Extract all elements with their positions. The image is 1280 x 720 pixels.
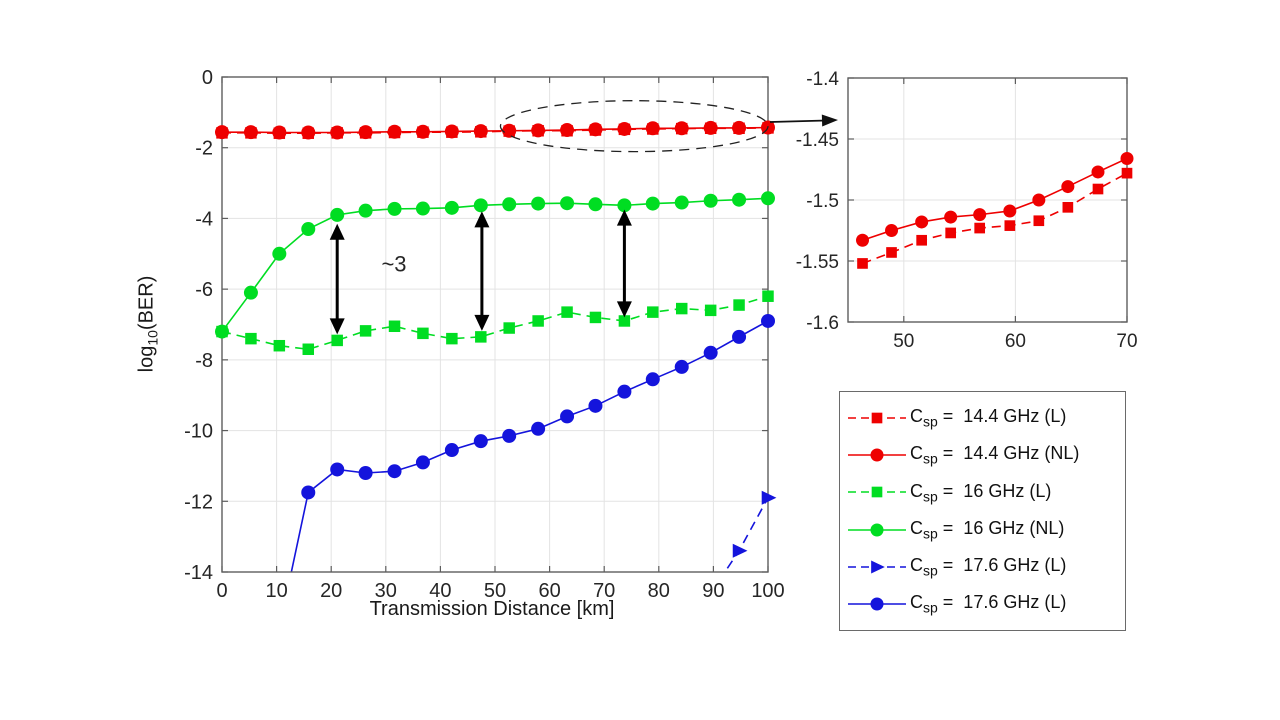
x-tick-label: 40 <box>429 580 451 602</box>
highlight-ellipse <box>499 100 769 153</box>
x-axis-label: Transmission Distance [km] <box>369 598 615 620</box>
series-lines <box>862 157 1127 265</box>
y-tick-label: -1.4 <box>806 69 839 90</box>
x-tick-label: 20 <box>320 580 342 602</box>
tick-labels: 0 10 20 30 40 50 60 70 80 90 100 0 -2 -4 -6 -8 -10 -12 -14 <box>184 67 785 602</box>
y-label-suffix: (BER) <box>135 275 158 331</box>
y-tick-label: -6 <box>195 279 213 301</box>
x-tick-label: 80 <box>648 580 670 602</box>
main-chart: 0 10 20 30 40 50 60 70 80 90 100 0 -2 -4 -6 -8 -10 -12 -14 <box>184 67 785 602</box>
x-tick-label: 90 <box>702 580 724 602</box>
legend-swatch-solid-circle-icon <box>848 597 906 611</box>
legend-label: Csp = 16 GHz (NL) <box>910 517 1065 542</box>
gridlines <box>848 78 1127 322</box>
tick-labels: 50 60 70 -1.4 -1.45 -1.5 -1.55 -1.6 <box>796 69 1138 352</box>
legend-entry-17.6-L-dashed: Csp = 17.6 GHz (L) <box>846 550 1119 584</box>
y-tick-label: -12 <box>184 491 213 513</box>
gridlines <box>222 77 768 572</box>
legend-label: Csp = 17.6 GHz (L) <box>910 592 1067 616</box>
x-tick-label: 70 <box>593 580 615 602</box>
x-tick-label: 50 <box>484 580 506 602</box>
legend-label: Csp = 14.4 GHz (NL) <box>910 443 1080 467</box>
x-tick-label: 10 <box>265 580 287 602</box>
y-tick-label: -2 <box>195 138 213 160</box>
y-tick-label: -4 <box>195 208 213 230</box>
legend-entry-14.4-L: Csp = 14.4 GHz (L) <box>846 401 1119 435</box>
legend-entry-17.6-L-solid: Csp = 17.6 GHz (L) <box>846 587 1119 621</box>
y-tick-label: -1.55 <box>796 252 839 273</box>
inset-chart: 50 60 70 -1.4 -1.45 -1.5 -1.55 -1.6 <box>796 69 1138 352</box>
legend-swatch-dashed-triangle-icon <box>848 560 906 574</box>
series-markers <box>215 120 777 558</box>
x-tick-label: 70 <box>1116 331 1137 352</box>
gap-value-label: ~3 <box>381 251 406 276</box>
x-tick-label: 100 <box>751 580 784 602</box>
legend-entry-14.4-NL: Csp = 14.4 GHz (NL) <box>846 438 1119 472</box>
y-tick-label: -1.6 <box>806 313 839 334</box>
y-label-sub: 10 <box>144 330 161 346</box>
y-label-base: log <box>135 345 158 373</box>
legend-label: Csp = 17.6 GHz (L) <box>910 554 1067 579</box>
x-tick-label: 50 <box>893 331 914 352</box>
y-tick-label: 0 <box>202 67 213 89</box>
legend-swatch-dashed-square-icon <box>848 487 906 498</box>
x-tick-label: 60 <box>538 580 560 602</box>
y-tick-label: -8 <box>195 350 213 372</box>
y-tick-label: -14 <box>184 562 213 584</box>
y-tick-label: -1.5 <box>806 191 839 212</box>
y-axis-label: log10(BER) <box>136 276 161 373</box>
legend-swatch-dashed-square-icon <box>848 412 906 424</box>
y-tick-label: -10 <box>184 421 213 443</box>
legend-swatch-solid-circle-icon <box>848 523 906 537</box>
legend-label: Csp = 14.4 GHz (L) <box>910 406 1067 430</box>
legend-swatch-solid-circle-icon <box>848 448 906 462</box>
annotations: ~3 <box>329 100 838 335</box>
x-tick-label: 30 <box>375 580 397 602</box>
x-tick-label: 0 <box>216 580 227 602</box>
axes-box <box>847 77 1128 323</box>
x-tick-label: 60 <box>1005 331 1026 352</box>
legend-entry-16-NL: Csp = 16 GHz (NL) <box>846 513 1119 547</box>
series-markers <box>856 152 1134 269</box>
legend-entry-16-L: Csp = 16 GHz (L) <box>846 475 1119 509</box>
y-tick-label: -1.45 <box>796 130 839 151</box>
legend-label: Csp = 16 GHz (L) <box>910 480 1052 505</box>
inset-pointer-arrow <box>769 119 827 123</box>
legend: Csp = 14.4 GHz (L) Csp = 14.4 GHz (NL) C… <box>839 391 1126 631</box>
